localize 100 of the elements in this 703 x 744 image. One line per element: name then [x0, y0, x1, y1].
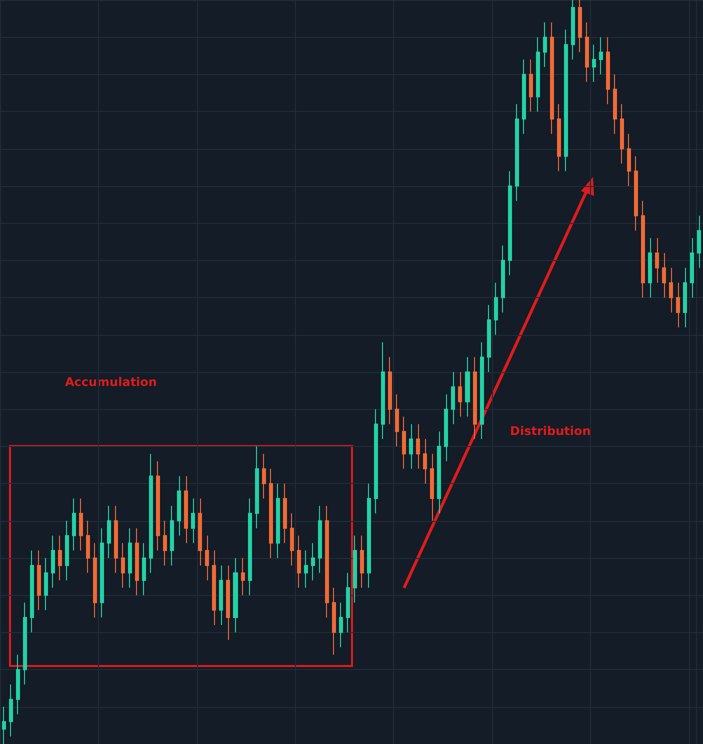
candlestick [599, 36, 603, 75]
candlestick [65, 520, 69, 581]
candlestick [536, 36, 540, 112]
candlestick [205, 535, 209, 581]
candlestick [198, 498, 202, 566]
candlestick [444, 394, 448, 462]
candlestick [409, 424, 413, 470]
candlestick [262, 453, 266, 499]
candlestick [451, 372, 455, 425]
candlestick [430, 453, 434, 522]
candlestick [241, 558, 245, 596]
annotation: Accumulation [65, 375, 157, 389]
candlestick [156, 460, 160, 552]
candlestick [487, 304, 491, 372]
candlestick [142, 542, 146, 596]
candlestick [339, 602, 343, 648]
candlestick [416, 424, 420, 470]
candlestick [30, 550, 34, 633]
candlestick [578, 0, 582, 53]
candlestick [276, 483, 280, 558]
candlestick [226, 564, 230, 640]
candlestick [311, 542, 315, 581]
candlestick [248, 498, 252, 596]
candlestick [690, 238, 694, 298]
candlestick [128, 528, 132, 588]
candlestick [480, 342, 484, 440]
candlestick [395, 394, 399, 447]
candlestick [374, 408, 378, 514]
candlestick [465, 356, 470, 418]
candlestick [564, 29, 568, 172]
candlestick [23, 602, 27, 685]
candlestick [473, 356, 477, 440]
candlestick [557, 104, 561, 172]
candlestick [114, 505, 118, 574]
candlestick [501, 245, 505, 313]
candlestick [318, 505, 322, 574]
candlestick [37, 550, 41, 611]
candlestick [177, 476, 181, 536]
candlestick [269, 468, 273, 558]
candlestick [683, 267, 687, 328]
candlestick [170, 505, 174, 566]
candlestick [86, 520, 90, 574]
candlestick [184, 476, 188, 544]
candlestick [367, 483, 371, 588]
candlestick [79, 498, 83, 552]
candlestick [669, 267, 673, 313]
candlestick [58, 535, 62, 581]
candlestick [508, 170, 512, 276]
candlestick [571, 0, 575, 60]
candlestick [121, 542, 125, 588]
candlestick [44, 558, 48, 611]
candlestick [325, 505, 329, 618]
candlestick [655, 238, 659, 284]
candlestick [634, 156, 638, 232]
candlestick [107, 505, 111, 558]
candlestick [233, 558, 238, 633]
candlestick [529, 59, 533, 112]
candlestick [697, 215, 701, 268]
candlestick [353, 535, 357, 604]
candlestick [163, 520, 167, 566]
candlestick [149, 453, 153, 574]
candlestick [255, 446, 259, 529]
candlestick [346, 572, 350, 633]
candlestick [662, 252, 666, 298]
candlestick [283, 483, 287, 544]
candlestick [550, 22, 554, 134]
candlestick [93, 542, 97, 618]
candlestick [304, 550, 308, 588]
candlestick [360, 535, 364, 588]
candlestick [522, 59, 526, 134]
candlestick [458, 372, 462, 418]
candlestick [515, 104, 519, 202]
candlestick [9, 684, 13, 738]
candlestick [2, 706, 6, 744]
candlestick [423, 438, 427, 484]
candlestick [620, 104, 624, 164]
candlestick [297, 535, 301, 588]
candlestick [16, 654, 20, 715]
candlestick [100, 528, 104, 618]
candlestick [290, 512, 294, 566]
candlestick [51, 535, 55, 588]
candlestick [381, 342, 385, 440]
candlestick [585, 22, 589, 82]
candlestick [388, 356, 392, 425]
candlestick [219, 564, 223, 626]
candlestick [191, 498, 195, 544]
candlestick [613, 74, 617, 134]
candlestick [402, 416, 406, 470]
candlestick [332, 587, 336, 656]
candlestick [543, 22, 547, 68]
candlestick [72, 498, 76, 552]
candlestick [592, 44, 596, 82]
candlestick [676, 282, 680, 328]
candlestick [437, 431, 441, 514]
candlestick [606, 36, 610, 105]
candlestick [494, 282, 498, 336]
candlestick [648, 238, 652, 298]
annotation: Distribution [510, 424, 591, 438]
candlestick [627, 133, 631, 186]
candlestick [135, 528, 139, 596]
